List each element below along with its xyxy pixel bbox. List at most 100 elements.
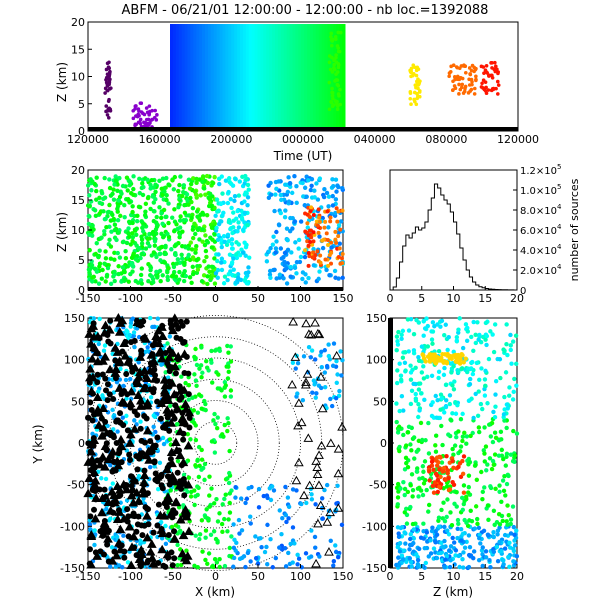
- plan-view-source: [310, 390, 315, 395]
- z-y-source: [466, 533, 472, 538]
- plan-view-source: [239, 555, 245, 561]
- x-height-source: [340, 186, 345, 191]
- x-height-source: [231, 267, 236, 272]
- x-height-source: [270, 242, 276, 247]
- x-height-source: [308, 239, 313, 244]
- x-height-source: [302, 254, 308, 260]
- ground-strike-marker: [131, 408, 138, 415]
- z-y-source: [504, 451, 510, 457]
- plan-view-source: [217, 556, 222, 562]
- ground-strike-marker: [114, 327, 125, 336]
- z-y-source: [410, 487, 416, 493]
- x-height-source: [244, 273, 250, 278]
- x-height-source: [315, 249, 320, 254]
- ground-strike-marker: [168, 364, 175, 371]
- z-y-source: [501, 488, 507, 494]
- plan-view-source: [334, 380, 339, 385]
- x-height-source: [268, 246, 273, 251]
- time-height-source: [466, 91, 471, 95]
- time-height-source: [462, 89, 467, 94]
- z-y-source: [482, 425, 487, 430]
- z-y-source: [426, 451, 432, 456]
- x-height-source: [333, 237, 338, 242]
- x-height-source: [107, 237, 112, 243]
- ground-strike-marker: [95, 459, 105, 469]
- x-height-source: [214, 197, 220, 202]
- x-height-source: [333, 275, 338, 280]
- x-height-source: [171, 187, 177, 192]
- ground-strike-marker: [312, 469, 323, 478]
- x-height-source: [311, 246, 316, 252]
- x-height-source: [94, 175, 99, 180]
- plan-view-source: [273, 555, 279, 561]
- z-y-source: [414, 552, 419, 557]
- x-height-source: [323, 219, 328, 224]
- ground-strike-marker: [172, 370, 179, 377]
- plan-view-source: [309, 348, 315, 353]
- x-height-source: [326, 204, 331, 209]
- ground-strike-marker: [124, 391, 131, 398]
- z-y-ytick-label: 100: [366, 354, 387, 367]
- x-height-source: [146, 279, 151, 284]
- x-height-source: [186, 202, 191, 207]
- x-height-source: [159, 186, 164, 192]
- z-y-source: [395, 544, 401, 550]
- x-height-source: [239, 215, 245, 221]
- x-height-source: [107, 185, 113, 191]
- plan-view-source: [283, 484, 288, 490]
- plan-view-source: [205, 561, 210, 566]
- z-y-source: [403, 455, 409, 461]
- x-height-source: [172, 207, 177, 212]
- z-y-source: [504, 481, 510, 487]
- z-y-source: [496, 511, 502, 517]
- x-height-source: [235, 208, 240, 214]
- time-height-source-band: [260, 24, 264, 128]
- z-y-source: [421, 333, 426, 338]
- x-height-xtick-label: -100: [118, 292, 143, 305]
- z-y-source: [456, 521, 461, 527]
- ground-strike-marker: [101, 551, 108, 558]
- plan-view-ytick-label: 50: [71, 395, 85, 408]
- z-y-source: [512, 376, 517, 382]
- z-y-source: [485, 462, 490, 467]
- time-height-source-band: [327, 24, 331, 128]
- z-y-source: [399, 336, 404, 341]
- ground-strike-marker: [85, 364, 96, 373]
- x-height-source: [294, 184, 299, 189]
- z-y-source: [458, 417, 464, 422]
- time-height-xtick-label: 200000: [210, 133, 252, 146]
- plan-view-source: [209, 348, 214, 354]
- x-height-source: [110, 212, 115, 217]
- z-y-source: [454, 334, 460, 340]
- z-y-source: [411, 540, 416, 546]
- time-height-source: [327, 80, 332, 85]
- z-y-source: [491, 530, 496, 535]
- z-y-source: [451, 540, 457, 545]
- x-height-source: [97, 261, 103, 266]
- z-y-source: [402, 510, 408, 515]
- z-y-source: [410, 521, 416, 527]
- plan-view-source: [95, 389, 101, 394]
- x-height-source: [340, 275, 345, 281]
- x-height-source: [226, 219, 232, 225]
- plan-view-source: [195, 457, 200, 463]
- plan-view-source: [265, 495, 270, 501]
- plan-view-source: [206, 551, 212, 556]
- time-height-source-band: [199, 24, 203, 128]
- time-height-source: [482, 71, 486, 75]
- ground-strike-marker: [126, 560, 137, 570]
- x-height-source: [200, 174, 206, 179]
- plan-view-source: [262, 549, 268, 555]
- time-height-source: [338, 30, 343, 35]
- ground-strike-marker: [87, 513, 94, 520]
- x-height-source: [242, 199, 247, 204]
- z-y-source: [397, 448, 402, 454]
- plan-view-source: [225, 376, 231, 381]
- plan-view-source: [239, 528, 245, 533]
- plan-view-source: [214, 426, 220, 431]
- x-height-source: [229, 260, 235, 265]
- plan-view-source: [96, 341, 101, 347]
- ground-strike-marker: [100, 526, 111, 535]
- time-height-source-band: [295, 24, 299, 128]
- x-height-source: [108, 244, 114, 249]
